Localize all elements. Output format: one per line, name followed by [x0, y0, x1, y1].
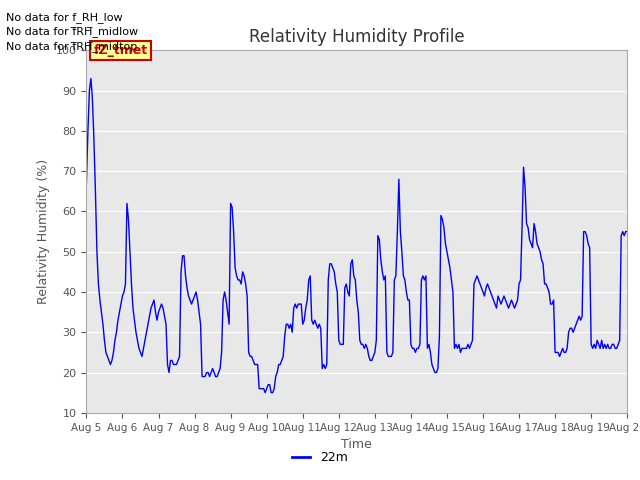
Text: No data for f̅RH̅_midtop: No data for f̅RH̅_midtop — [6, 41, 138, 52]
Title: Relativity Humidity Profile: Relativity Humidity Profile — [249, 28, 465, 46]
X-axis label: Time: Time — [341, 438, 372, 451]
Y-axis label: Relativity Humidity (%): Relativity Humidity (%) — [37, 159, 50, 304]
Legend: 22m: 22m — [287, 446, 353, 469]
Text: fZ_tmet: fZ_tmet — [93, 44, 147, 57]
Text: No data for f̅RH̅_midlow: No data for f̅RH̅_midlow — [6, 26, 138, 37]
Text: No data for f_RH_low: No data for f_RH_low — [6, 12, 123, 23]
